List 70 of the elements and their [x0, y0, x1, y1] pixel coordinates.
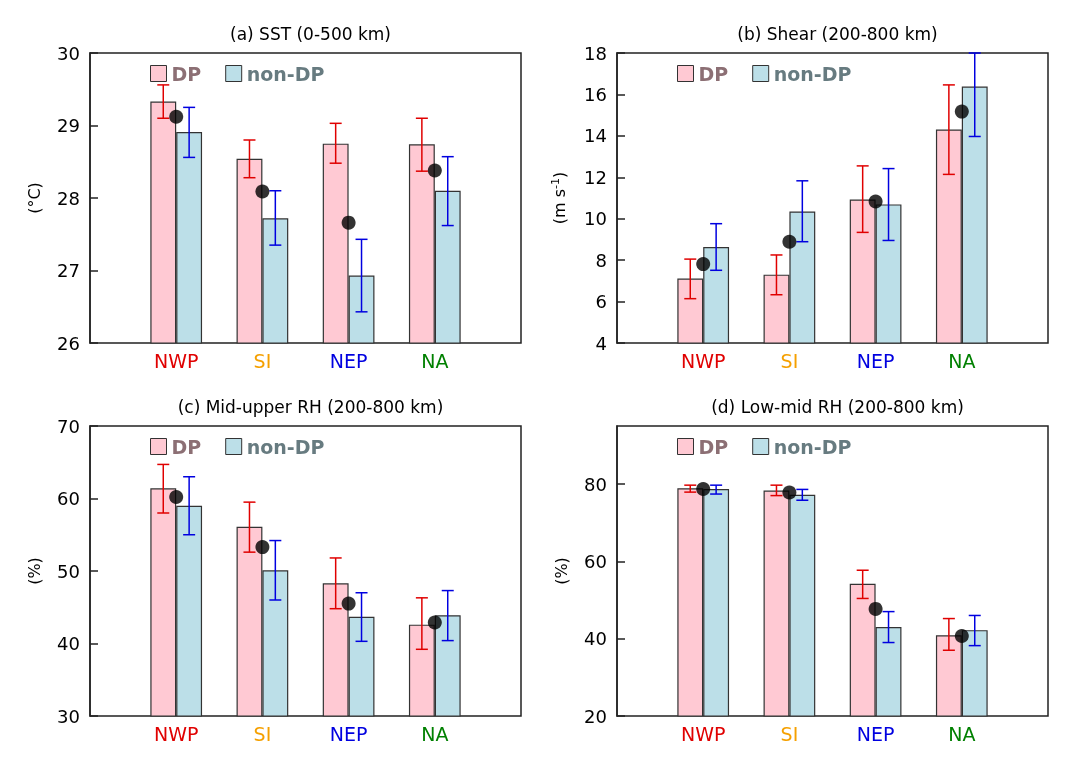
x-tick-label: NA: [421, 349, 449, 372]
point: [782, 485, 797, 500]
legend-label: DP: [171, 435, 202, 458]
legend-label: non-DP: [773, 435, 852, 458]
x-tick-label: NEP: [856, 722, 895, 745]
point: [954, 628, 969, 643]
y-tick-label: 28: [57, 187, 80, 209]
y-tick-label: 50: [57, 560, 80, 582]
y-axis-title: (%): [551, 557, 571, 585]
y-tick-label: 6: [595, 291, 607, 313]
x-tick-label: SI: [780, 349, 799, 372]
y-tick-label: 30: [57, 705, 80, 727]
point: [169, 109, 184, 124]
point: [696, 482, 711, 497]
y-tick-label: 14: [584, 125, 607, 147]
chart-title: (c) Mid-upper RH (200-800 km): [177, 396, 444, 417]
y-tick-label: 12: [584, 166, 607, 188]
x-tick-label: NWP: [680, 722, 726, 745]
x-tick-label: NA: [948, 349, 976, 372]
y-tick-label: 18: [584, 42, 607, 64]
y-tick-label: 40: [57, 633, 80, 654]
x-tick-label: SI: [253, 349, 272, 372]
y-tick-label: 40: [584, 628, 607, 650]
y-tick-label: 10: [584, 208, 607, 230]
legend-label: non-DP: [773, 62, 852, 85]
point: [169, 490, 184, 505]
point: [868, 194, 883, 209]
point: [696, 257, 711, 272]
point: [255, 540, 270, 555]
x-tick-label: NEP: [856, 349, 895, 372]
x-tick-label: NWP: [153, 722, 199, 745]
y-tick-label: 70: [57, 415, 80, 437]
y-tick-label: 4: [595, 332, 607, 354]
chart-title: (a) SST (0-500 km): [230, 23, 391, 44]
point: [427, 615, 442, 630]
x-tick-label: SI: [253, 722, 272, 745]
point: [954, 104, 969, 119]
point: [782, 234, 797, 249]
point: [868, 601, 883, 616]
y-tick-label: 27: [57, 260, 80, 281]
point: [341, 215, 356, 230]
y-tick-label: 60: [584, 550, 607, 572]
y-tick-label: 16: [584, 83, 607, 105]
x-tick-label: SI: [780, 722, 799, 745]
point: [427, 163, 442, 178]
legend-label: DP: [698, 435, 729, 458]
x-tick-label: NA: [421, 722, 449, 745]
point: [341, 596, 356, 611]
x-tick-label: NEP: [329, 722, 368, 745]
y-tick-label: 80: [584, 473, 607, 495]
point: [255, 184, 270, 199]
legend-label: non-DP: [246, 435, 325, 458]
legend-label: DP: [698, 62, 729, 85]
x-tick-label: NWP: [680, 349, 726, 372]
chart-title: (d) Low-mid RH (200-800 km): [711, 396, 964, 417]
chart-title: (b) Shear (200-800 km): [737, 23, 938, 44]
y-tick-label: 60: [57, 488, 80, 509]
y-axis-title: (m s-1): [549, 171, 569, 225]
x-tick-label: NWP: [153, 349, 199, 372]
x-tick-label: NEP: [329, 349, 368, 372]
y-tick-label: 20: [584, 705, 607, 727]
y-tick-label: 26: [57, 332, 80, 354]
y-tick-label: 29: [57, 115, 80, 136]
y-axis-title: (°C): [24, 182, 44, 214]
x-tick-label: NA: [948, 722, 976, 745]
legend-label: non-DP: [246, 62, 325, 85]
legend-label: DP: [171, 62, 202, 85]
y-tick-label: 30: [57, 42, 80, 64]
y-axis-title: (%): [24, 557, 44, 585]
y-tick-label: 8: [595, 249, 607, 271]
